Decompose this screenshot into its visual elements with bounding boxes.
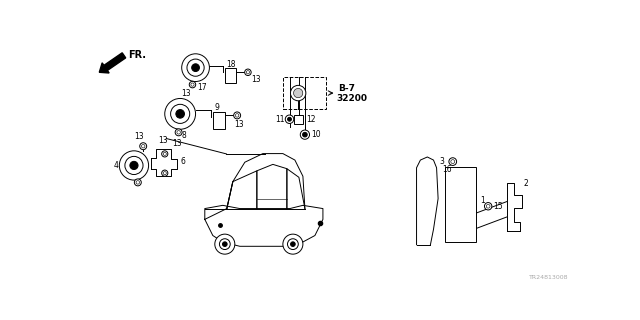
Circle shape: [291, 85, 306, 101]
Circle shape: [191, 64, 200, 72]
Circle shape: [223, 242, 227, 246]
Text: 16: 16: [442, 165, 452, 174]
Circle shape: [303, 132, 307, 137]
Text: 13: 13: [172, 139, 182, 148]
Circle shape: [484, 203, 492, 210]
Circle shape: [287, 117, 291, 121]
Text: 10: 10: [311, 130, 321, 139]
Circle shape: [244, 69, 251, 76]
Circle shape: [162, 151, 168, 157]
Circle shape: [182, 54, 209, 82]
Text: 32200: 32200: [337, 94, 367, 103]
Bar: [212, 112, 225, 129]
Text: 13: 13: [134, 132, 143, 141]
Bar: [445, 167, 476, 243]
FancyArrow shape: [99, 53, 125, 73]
Bar: [225, 68, 236, 83]
Text: 8: 8: [182, 131, 186, 140]
Circle shape: [164, 99, 196, 129]
Circle shape: [283, 234, 303, 254]
Text: 11: 11: [276, 115, 285, 124]
Text: 2: 2: [524, 179, 529, 188]
Circle shape: [119, 151, 148, 180]
Circle shape: [176, 109, 184, 118]
Circle shape: [140, 143, 147, 150]
Circle shape: [234, 112, 241, 119]
Bar: [284, 77, 326, 109]
Circle shape: [287, 239, 298, 250]
Circle shape: [220, 239, 230, 250]
Circle shape: [294, 88, 303, 98]
Text: 13: 13: [234, 120, 244, 129]
Text: 13: 13: [159, 136, 168, 145]
Text: 3: 3: [440, 157, 445, 166]
Circle shape: [162, 170, 168, 176]
Circle shape: [449, 158, 456, 165]
Circle shape: [134, 179, 141, 186]
Circle shape: [175, 129, 182, 136]
Text: 1: 1: [481, 196, 485, 205]
Text: 6: 6: [180, 157, 185, 166]
Text: B-7: B-7: [338, 84, 355, 93]
Circle shape: [215, 234, 235, 254]
Circle shape: [130, 161, 138, 170]
Circle shape: [291, 242, 295, 246]
Text: 17: 17: [197, 83, 207, 92]
Circle shape: [189, 81, 196, 88]
Circle shape: [300, 130, 310, 139]
Text: 13: 13: [182, 89, 191, 98]
Bar: [294, 115, 303, 124]
Circle shape: [171, 104, 189, 124]
Text: TR24813008: TR24813008: [529, 275, 568, 280]
Circle shape: [187, 59, 204, 76]
Text: 12: 12: [307, 115, 316, 124]
Text: 18: 18: [227, 60, 236, 69]
Text: 15: 15: [493, 202, 502, 211]
Text: FR.: FR.: [128, 50, 146, 60]
Text: 9: 9: [214, 103, 219, 112]
Text: 4: 4: [114, 161, 119, 170]
Circle shape: [125, 156, 143, 174]
Text: 13: 13: [251, 76, 260, 84]
Circle shape: [285, 115, 294, 124]
